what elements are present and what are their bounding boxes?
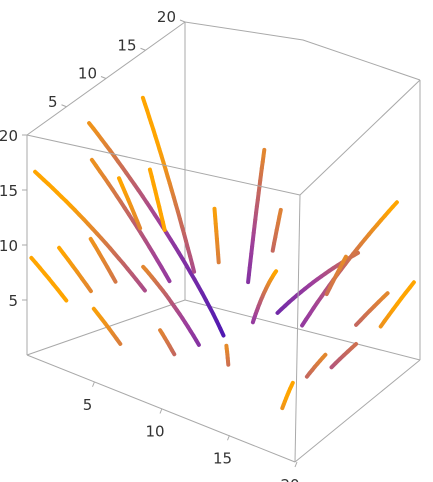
streamline-10-segment: [88, 236, 97, 248]
z-axis-tick-label-1: 10: [0, 237, 18, 255]
streamline-17-segment: [261, 147, 267, 158]
tick-marks: [22, 19, 298, 468]
y-axis-tick-label-2: 15: [117, 36, 136, 54]
z-axis-tick-label-3: 20: [0, 127, 18, 145]
z-axis-tick-label-2: 15: [0, 182, 18, 200]
x-axis-tick-label-1: 10: [145, 423, 164, 441]
streamline-22-segment: [277, 207, 283, 219]
streamline-0-segment: [29, 255, 38, 265]
streamline-12-segment: [87, 121, 96, 131]
streamline-18-segment: [390, 200, 399, 209]
x-axis-tick-mark-0: [92, 381, 95, 387]
streamline-2-segment: [158, 328, 165, 336]
y-axis-tick-label-0: 5: [48, 93, 58, 111]
y-axis-tick-mark-2: [140, 47, 146, 51]
streamline-16-segment: [140, 95, 147, 107]
streamline-21-segment: [212, 206, 218, 219]
streamline-5-segment: [57, 245, 66, 256]
streamline-15-segment: [117, 176, 124, 188]
y-axis-tick-mark-0: [61, 104, 67, 108]
streamlines: [29, 95, 416, 411]
streamline-1-segment: [91, 306, 100, 316]
y-axis-tick-label-3: 20: [157, 8, 176, 26]
streamline-11-segment: [89, 157, 98, 168]
streamline-19-segment: [381, 291, 390, 300]
bounding-box-front: [26, 79, 421, 463]
y-axis-tick-label-1: 10: [78, 65, 97, 83]
x-axis-tick-label-0: 5: [83, 396, 93, 414]
streamline-7-segment: [141, 264, 149, 273]
tick-labels: 5 10 15 20 5 10 15 20 5 10 15 20: [0, 8, 300, 482]
streamline-8-segment: [273, 269, 279, 275]
x-axis-tick-label-2: 15: [213, 449, 232, 467]
streamline-6-segment: [33, 169, 42, 178]
y-axis-tick-mark-1: [100, 76, 107, 79]
x-axis-tick-mark-2: [227, 435, 230, 441]
streamline-9-segment: [320, 352, 328, 360]
streamline-24-segment: [407, 280, 416, 290]
y-axis-tick-mark-3: [179, 19, 186, 23]
x-axis-tick-mark-3: [294, 461, 298, 468]
streamline-14-segment: [350, 342, 359, 350]
streamline-4-segment: [289, 380, 295, 388]
z-axis-tick-label-0: 5: [8, 292, 18, 310]
streamline-23-segment: [340, 254, 348, 265]
streamline-20-segment: [147, 167, 154, 179]
x-axis-tick-label-3: 20: [280, 476, 299, 482]
x-axis-tick-mark-1: [159, 408, 163, 414]
